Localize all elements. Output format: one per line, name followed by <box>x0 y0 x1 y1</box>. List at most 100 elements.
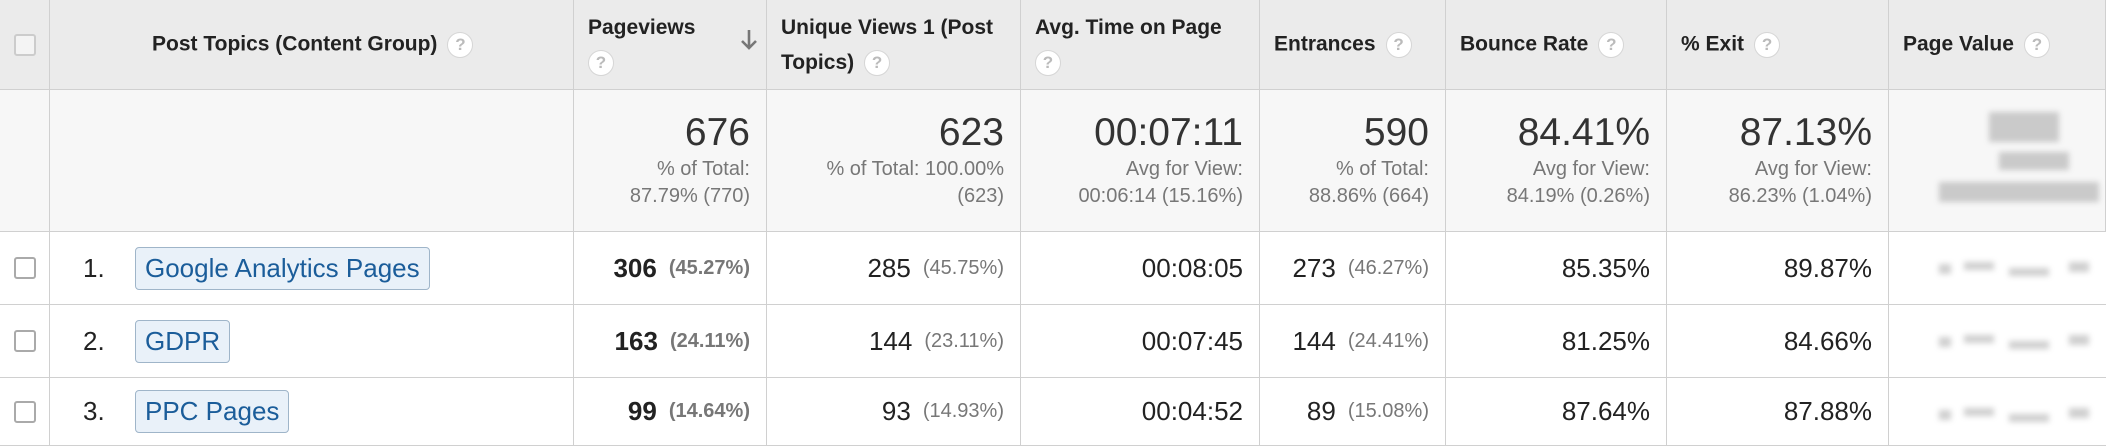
summary-blank <box>0 90 50 232</box>
redacted-block <box>1989 112 2059 142</box>
header-text: Entrances <box>1274 32 1376 56</box>
help-icon[interactable]: ? <box>2023 31 2050 58</box>
summary-value: 676 <box>684 111 750 154</box>
entrances-percent: (15.08%) <box>1347 400 1429 422</box>
page-value-cell <box>1889 232 2106 305</box>
row-index: 3. <box>83 396 105 426</box>
column-header[interactable]: Avg. Time on Page? <box>1021 0 1260 90</box>
entrances-percent: (46.27%) <box>1347 256 1429 279</box>
row-checkbox[interactable] <box>13 257 36 279</box>
header-text: Post Topics (Content Group) <box>152 32 438 56</box>
help-icon[interactable]: ? <box>1385 31 1412 58</box>
pageviews-value: 99 <box>627 396 657 426</box>
bounce-rate-cell: 87.64% <box>1446 378 1667 446</box>
entrances-cell: 273 (46.27%) <box>1260 232 1446 305</box>
summary-detail: % of Total: <box>1335 158 1429 180</box>
redacted-block <box>1939 337 1951 347</box>
summary-value: 84.41% <box>1517 111 1650 154</box>
page-value-cell <box>1889 305 2106 378</box>
help-icon[interactable]: ? <box>1598 31 1625 58</box>
summary-page-value <box>1889 90 2106 232</box>
summary-detail: 86.23% (1.04%) <box>1728 185 1872 207</box>
header-text: Pageviews <box>588 16 696 39</box>
summary-cell: 84.41% Avg for View: 84.19% (0.26%) <box>1446 90 1667 232</box>
select-all-checkbox[interactable] <box>13 33 36 56</box>
column-header[interactable]: % Exit? <box>1667 0 1889 90</box>
pageviews-value: 163 <box>614 325 658 356</box>
page-value-cell <box>1889 378 2106 446</box>
header-checkbox-cell <box>0 0 50 90</box>
column-header-label: Bounce Rate? <box>1460 31 1625 58</box>
bounce-rate-cell: 81.25% <box>1446 305 1667 378</box>
topic-link[interactable]: GDPR <box>135 319 231 363</box>
summary-detail: Avg for View: <box>1125 158 1243 180</box>
help-icon[interactable]: ? <box>588 50 614 77</box>
column-header[interactable]: Unique Views 1 (Post Topics)? <box>767 0 1021 90</box>
column-header-label: Pageviews? <box>588 10 695 80</box>
exit-cell: 87.88% <box>1667 378 1889 446</box>
redacted-block <box>1964 335 1994 343</box>
summary-detail: 88.86% (664) <box>1308 185 1429 207</box>
redacted-block <box>2069 335 2089 345</box>
pageviews-value: 306 <box>613 252 657 283</box>
topic-link[interactable]: PPC Pages <box>135 390 290 433</box>
entrances-percent: (24.41%) <box>1347 329 1429 352</box>
row-index: 1. <box>83 252 105 283</box>
header-text: Avg. Time on Page <box>1035 16 1222 39</box>
redacted-block <box>1964 408 1994 416</box>
redacted-block <box>1939 264 1951 274</box>
arrow-shape <box>741 30 757 50</box>
pageviews-cell: 99 (14.64%) <box>574 378 767 446</box>
summary-value: 623 <box>938 111 1004 154</box>
summary-cell: 00:07:11 Avg for View: 00:06:14 (15.16%) <box>1021 90 1260 232</box>
entrances-cell: 89 (15.08%) <box>1260 378 1446 446</box>
column-header-label: Avg. Time on Page? <box>1035 10 1222 80</box>
column-header-label: % Exit? <box>1681 31 1781 58</box>
avg-time-value: 00:08:05 <box>1141 252 1243 283</box>
redacted-block <box>2009 414 2049 422</box>
sort-arrow[interactable] <box>738 28 760 52</box>
summary-detail: (623) <box>957 185 1004 207</box>
column-header-label: Post Topics (Content Group)? <box>152 31 474 58</box>
unique-views-cell: 285 (45.75%) <box>767 232 1021 305</box>
pageviews-percent: (45.27%) <box>668 256 750 279</box>
help-icon[interactable]: ? <box>864 50 891 77</box>
bounce-rate-value: 87.64% <box>1561 396 1650 426</box>
redacted-block <box>2069 262 2089 272</box>
redacted-block <box>1939 410 1951 420</box>
summary-cell: 623 % of Total: 100.00% (623) <box>767 90 1021 232</box>
redacted-block <box>2009 268 2049 276</box>
column-header[interactable]: Bounce Rate? <box>1446 0 1667 90</box>
pageviews-percent: (14.64%) <box>668 400 750 422</box>
column-header[interactable]: Entrances? <box>1260 0 1446 90</box>
row-checkbox[interactable] <box>13 400 36 423</box>
column-header-label: Entrances? <box>1274 31 1412 58</box>
topic-cell: 2. GDPR <box>50 305 574 378</box>
summary-detail: Avg for View: <box>1754 158 1872 180</box>
column-header-label: Unique Views 1 (Post Topics)? <box>781 10 1006 80</box>
summary-detail: 87.79% (770) <box>629 185 750 207</box>
column-header[interactable]: Post Topics (Content Group)? <box>50 0 574 90</box>
summary-blank <box>50 90 574 232</box>
row-checkbox-cell <box>0 305 50 378</box>
topic-link[interactable]: Google Analytics Pages <box>135 246 430 290</box>
summary-value: 00:07:11 <box>1094 111 1243 154</box>
exit-value: 84.66% <box>1783 325 1872 356</box>
column-header[interactable]: Page Value? <box>1889 0 2106 90</box>
help-icon[interactable]: ? <box>1035 50 1061 77</box>
pageviews-cell: 306 (45.27%) <box>574 232 767 305</box>
help-icon[interactable]: ? <box>447 31 474 58</box>
column-header[interactable]: Pageviews? <box>574 0 767 90</box>
exit-value: 87.88% <box>1783 396 1872 426</box>
avg-time-value: 00:07:45 <box>1141 325 1243 356</box>
help-icon[interactable]: ? <box>1754 31 1781 58</box>
summary-value: 590 <box>1363 111 1429 154</box>
unique-views-cell: 93 (14.93%) <box>767 378 1021 446</box>
redacted-block <box>2069 408 2089 418</box>
exit-cell: 89.87% <box>1667 232 1889 305</box>
unique-views-cell: 144 (23.11%) <box>767 305 1021 378</box>
unique-views-value: 285 <box>867 252 911 283</box>
pageviews-cell: 163 (24.11%) <box>574 305 767 378</box>
row-checkbox[interactable] <box>13 330 36 352</box>
